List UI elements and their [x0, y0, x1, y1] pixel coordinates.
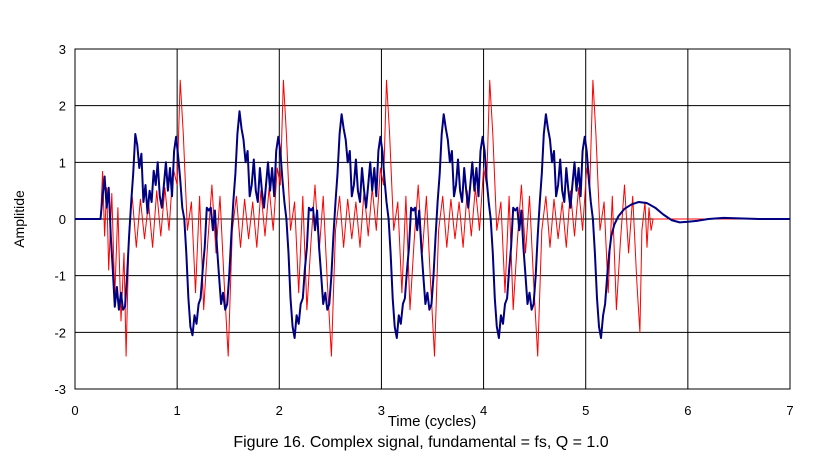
- y-tick-label: 2: [59, 99, 66, 114]
- y-axis-label: Amplitide: [11, 190, 27, 248]
- y-tick-label: -3: [54, 382, 66, 397]
- y-tick-label: 3: [59, 42, 66, 57]
- x-tick-label: 1: [174, 403, 181, 418]
- y-tick-label: 0: [59, 212, 66, 227]
- x-tick-labels: 0 1 2 3 4 5 6 7: [71, 403, 793, 418]
- y-tick-labels: 3 2 1 0 -1 -2 -3: [54, 42, 66, 397]
- y-tick-label: -2: [54, 325, 66, 340]
- series-layer: [75, 79, 790, 357]
- y-tick-label: 1: [59, 155, 66, 170]
- series-line-input: [75, 79, 790, 357]
- y-tick-label: -1: [54, 269, 66, 284]
- x-tick-label: 3: [378, 403, 385, 418]
- x-tick-label: 7: [786, 403, 793, 418]
- x-axis-label: Time (cycles): [388, 413, 477, 430]
- figure-caption: Figure 16. Complex signal, fundamental =…: [233, 434, 608, 451]
- x-tick-label: 4: [480, 403, 487, 418]
- x-tick-label: 6: [684, 403, 691, 418]
- x-tick-label: 5: [582, 403, 589, 418]
- x-tick-label: 0: [71, 403, 78, 418]
- x-tick-label: 2: [276, 403, 283, 418]
- series-line-output: [75, 110, 790, 339]
